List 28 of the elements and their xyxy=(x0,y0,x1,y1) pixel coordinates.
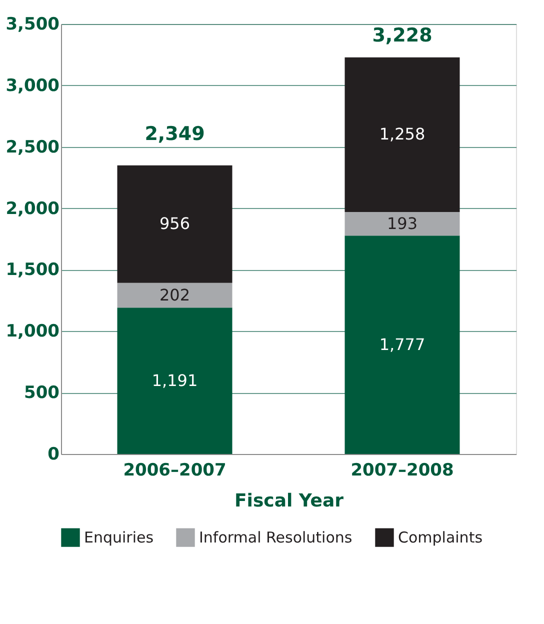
y-tick-label: 2,500 xyxy=(6,137,60,158)
y-tick-label: 500 xyxy=(24,383,60,404)
x-axis-title: Fiscal Year xyxy=(234,490,344,512)
y-tick-label: 1,500 xyxy=(6,260,60,280)
x-tick-label: 2006–2007 xyxy=(123,460,226,480)
bar xyxy=(117,165,232,283)
bar xyxy=(344,212,460,236)
total-label: 3,228 xyxy=(372,24,432,46)
data-label: 956 xyxy=(159,214,190,234)
y-tick-label: 0 xyxy=(48,444,60,464)
y-tick-label: 1,000 xyxy=(6,322,60,342)
bar xyxy=(344,236,460,454)
data-label: 1,258 xyxy=(379,124,426,144)
bar xyxy=(344,57,460,212)
legend-label: Enquiries xyxy=(84,528,154,547)
y-tick-label: 3,500 xyxy=(6,14,60,34)
data-label: 1,191 xyxy=(152,370,198,390)
data-label: 1,777 xyxy=(379,334,426,354)
legend-label: Informal Resolutions xyxy=(199,528,352,547)
total-label: 2,349 xyxy=(144,122,205,145)
x-tick-label: 2007–2008 xyxy=(350,460,454,480)
legend-label: Complaints xyxy=(398,528,483,547)
data-label: 193 xyxy=(386,214,418,233)
data-label: 202 xyxy=(159,285,190,304)
y-tick-label: 2,000 xyxy=(6,198,60,219)
bar xyxy=(117,282,232,308)
y-tick-label: 3,000 xyxy=(6,76,60,96)
bar xyxy=(117,308,232,454)
